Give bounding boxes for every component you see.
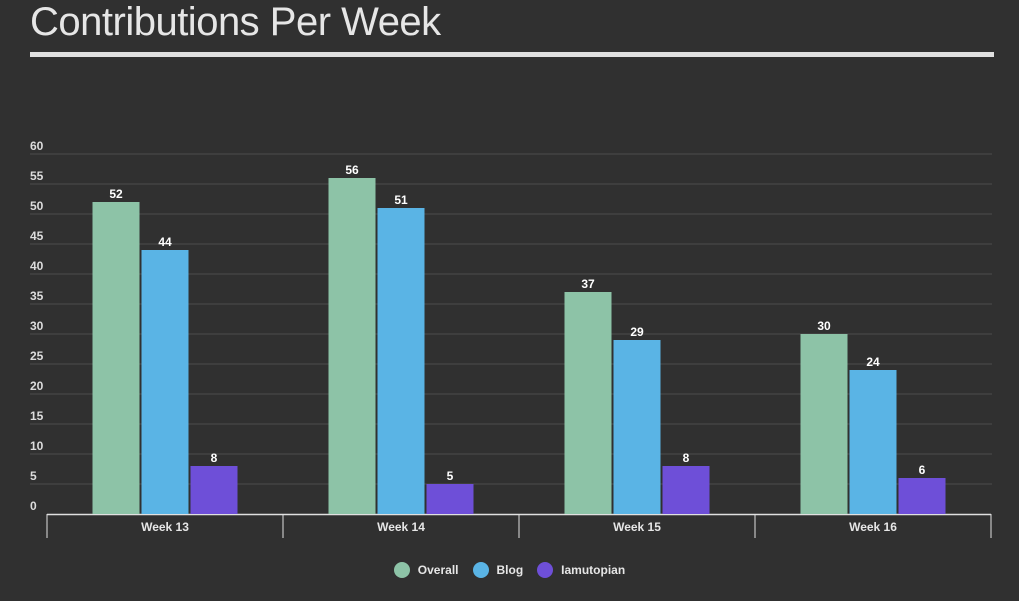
bar-iamutopian	[190, 466, 238, 514]
bar-iamutopian	[898, 478, 946, 514]
data-label: 5	[447, 469, 454, 483]
legend-swatch	[393, 562, 410, 578]
y-tick-label: 0	[30, 499, 37, 513]
x-tick-label: Week 13	[141, 520, 189, 534]
y-tick-label: 5	[30, 469, 37, 483]
legend-item-blog[interactable]: Blog	[472, 562, 524, 578]
legend-swatch	[472, 562, 489, 578]
bar-blog	[613, 340, 661, 514]
y-tick-label: 15	[30, 409, 44, 423]
x-tick-label: Week 14	[377, 520, 425, 534]
y-tick-label: 30	[30, 319, 44, 333]
y-tick-label: 10	[30, 439, 44, 453]
data-label: 8	[211, 451, 218, 465]
y-tick-label: 20	[30, 379, 44, 393]
chart-legend: Overall Blog Iamutopian	[0, 562, 1019, 578]
y-tick-label: 25	[30, 349, 44, 363]
legend-label: Iamutopian	[561, 563, 626, 577]
data-label: 30	[817, 319, 831, 333]
legend-swatch	[537, 562, 554, 578]
bar-blog	[377, 208, 425, 514]
bar-iamutopian	[662, 466, 710, 514]
x-tick-label: Week 15	[613, 520, 661, 534]
chart-title: Contributions Per Week	[30, 0, 441, 44]
bar-blog	[849, 370, 897, 514]
bar-overall	[328, 178, 376, 514]
bar-overall	[800, 334, 848, 514]
title-underline	[30, 52, 994, 57]
legend-label: Overall	[417, 563, 459, 577]
data-label: 51	[394, 193, 408, 207]
data-label: 52	[109, 187, 123, 201]
y-tick-label: 35	[30, 289, 44, 303]
data-label: 24	[866, 355, 880, 369]
data-label: 37	[581, 277, 595, 291]
data-label: 44	[158, 235, 172, 249]
bar-blog	[141, 250, 189, 514]
y-tick-label: 55	[30, 169, 44, 183]
legend-label: Blog	[496, 563, 524, 577]
bar-overall	[564, 292, 612, 514]
y-tick-label: 40	[30, 259, 44, 273]
y-tick-label: 60	[30, 139, 44, 153]
data-label: 8	[683, 451, 690, 465]
bar-iamutopian	[426, 484, 474, 514]
y-tick-label: 45	[30, 229, 44, 243]
data-label: 56	[345, 163, 359, 177]
y-tick-label: 50	[30, 199, 44, 213]
x-tick-label: Week 16	[849, 520, 897, 534]
legend-item-iamutopian[interactable]: Iamutopian	[537, 562, 625, 578]
data-label: 6	[919, 463, 926, 477]
legend-item-overall[interactable]: Overall	[393, 562, 459, 578]
bar-overall	[92, 202, 140, 514]
data-label: 29	[630, 325, 644, 339]
